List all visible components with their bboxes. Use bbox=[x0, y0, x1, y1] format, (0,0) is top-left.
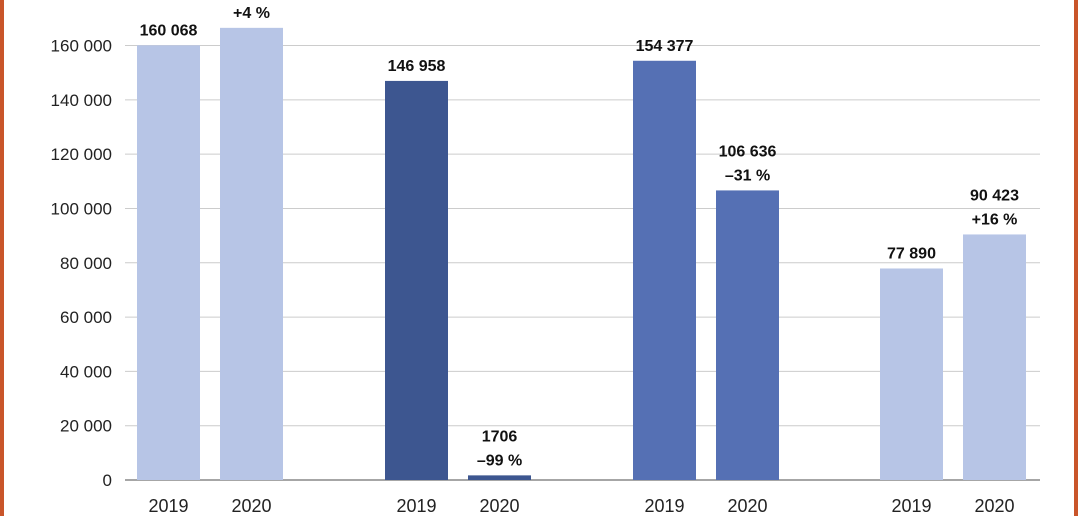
y-tick-label: 40 000 bbox=[60, 362, 112, 381]
bar-value-label: 146 958 bbox=[388, 58, 446, 75]
y-tick-label: 120 000 bbox=[51, 145, 112, 164]
category-label: 2020 bbox=[479, 496, 519, 516]
category-label: 2020 bbox=[231, 496, 271, 516]
y-tick-label: 20 000 bbox=[60, 417, 112, 436]
category-label: 2019 bbox=[644, 496, 684, 516]
bar-value-labels: 160 068 +4 % 146 958 1706 –99 % 154 377 106 63… bbox=[140, 5, 1019, 470]
bar bbox=[716, 190, 779, 480]
bar bbox=[385, 80, 448, 481]
category-label: 2019 bbox=[891, 496, 931, 516]
bar-value-label: 154 377 bbox=[636, 38, 694, 55]
bar bbox=[137, 45, 200, 480]
category-label: 2019 bbox=[148, 496, 188, 516]
bar-value-label: 90 423 bbox=[970, 187, 1019, 204]
bar bbox=[633, 60, 696, 480]
category-label: 2020 bbox=[727, 496, 767, 516]
y-tick-label: 140 000 bbox=[51, 91, 112, 110]
y-tick-label: 60 000 bbox=[60, 308, 112, 327]
x-axis-category-labels: 2019 2020 2019 2020 2019 2020 2019 2020 bbox=[148, 496, 1014, 516]
bar bbox=[963, 234, 1026, 480]
bar-value-label: 106 636 bbox=[719, 143, 777, 160]
bar-value-label: 160 068 bbox=[140, 22, 198, 39]
bar bbox=[880, 268, 943, 480]
category-label: 2020 bbox=[974, 496, 1014, 516]
bar-change-label: +4 % bbox=[233, 5, 270, 22]
y-tick-label: 100 000 bbox=[51, 199, 112, 218]
bar bbox=[468, 475, 531, 480]
y-tick-label: 0 bbox=[103, 471, 112, 490]
category-label: 2019 bbox=[396, 496, 436, 516]
bar-change-label: –99 % bbox=[477, 452, 522, 469]
bar-change-label: –31 % bbox=[725, 167, 770, 184]
y-axis-tick-labels: 0 20 000 40 000 60 000 80 000 100 000 120 000 1… bbox=[51, 37, 112, 491]
bar-value-label: 1706 bbox=[482, 428, 518, 445]
y-tick-label: 160 000 bbox=[51, 37, 112, 56]
y-tick-label: 80 000 bbox=[60, 254, 112, 273]
bar-change-label: +16 % bbox=[972, 211, 1018, 228]
bars bbox=[137, 27, 1026, 481]
bar bbox=[220, 27, 283, 480]
bar-value-label: 77 890 bbox=[887, 245, 936, 262]
